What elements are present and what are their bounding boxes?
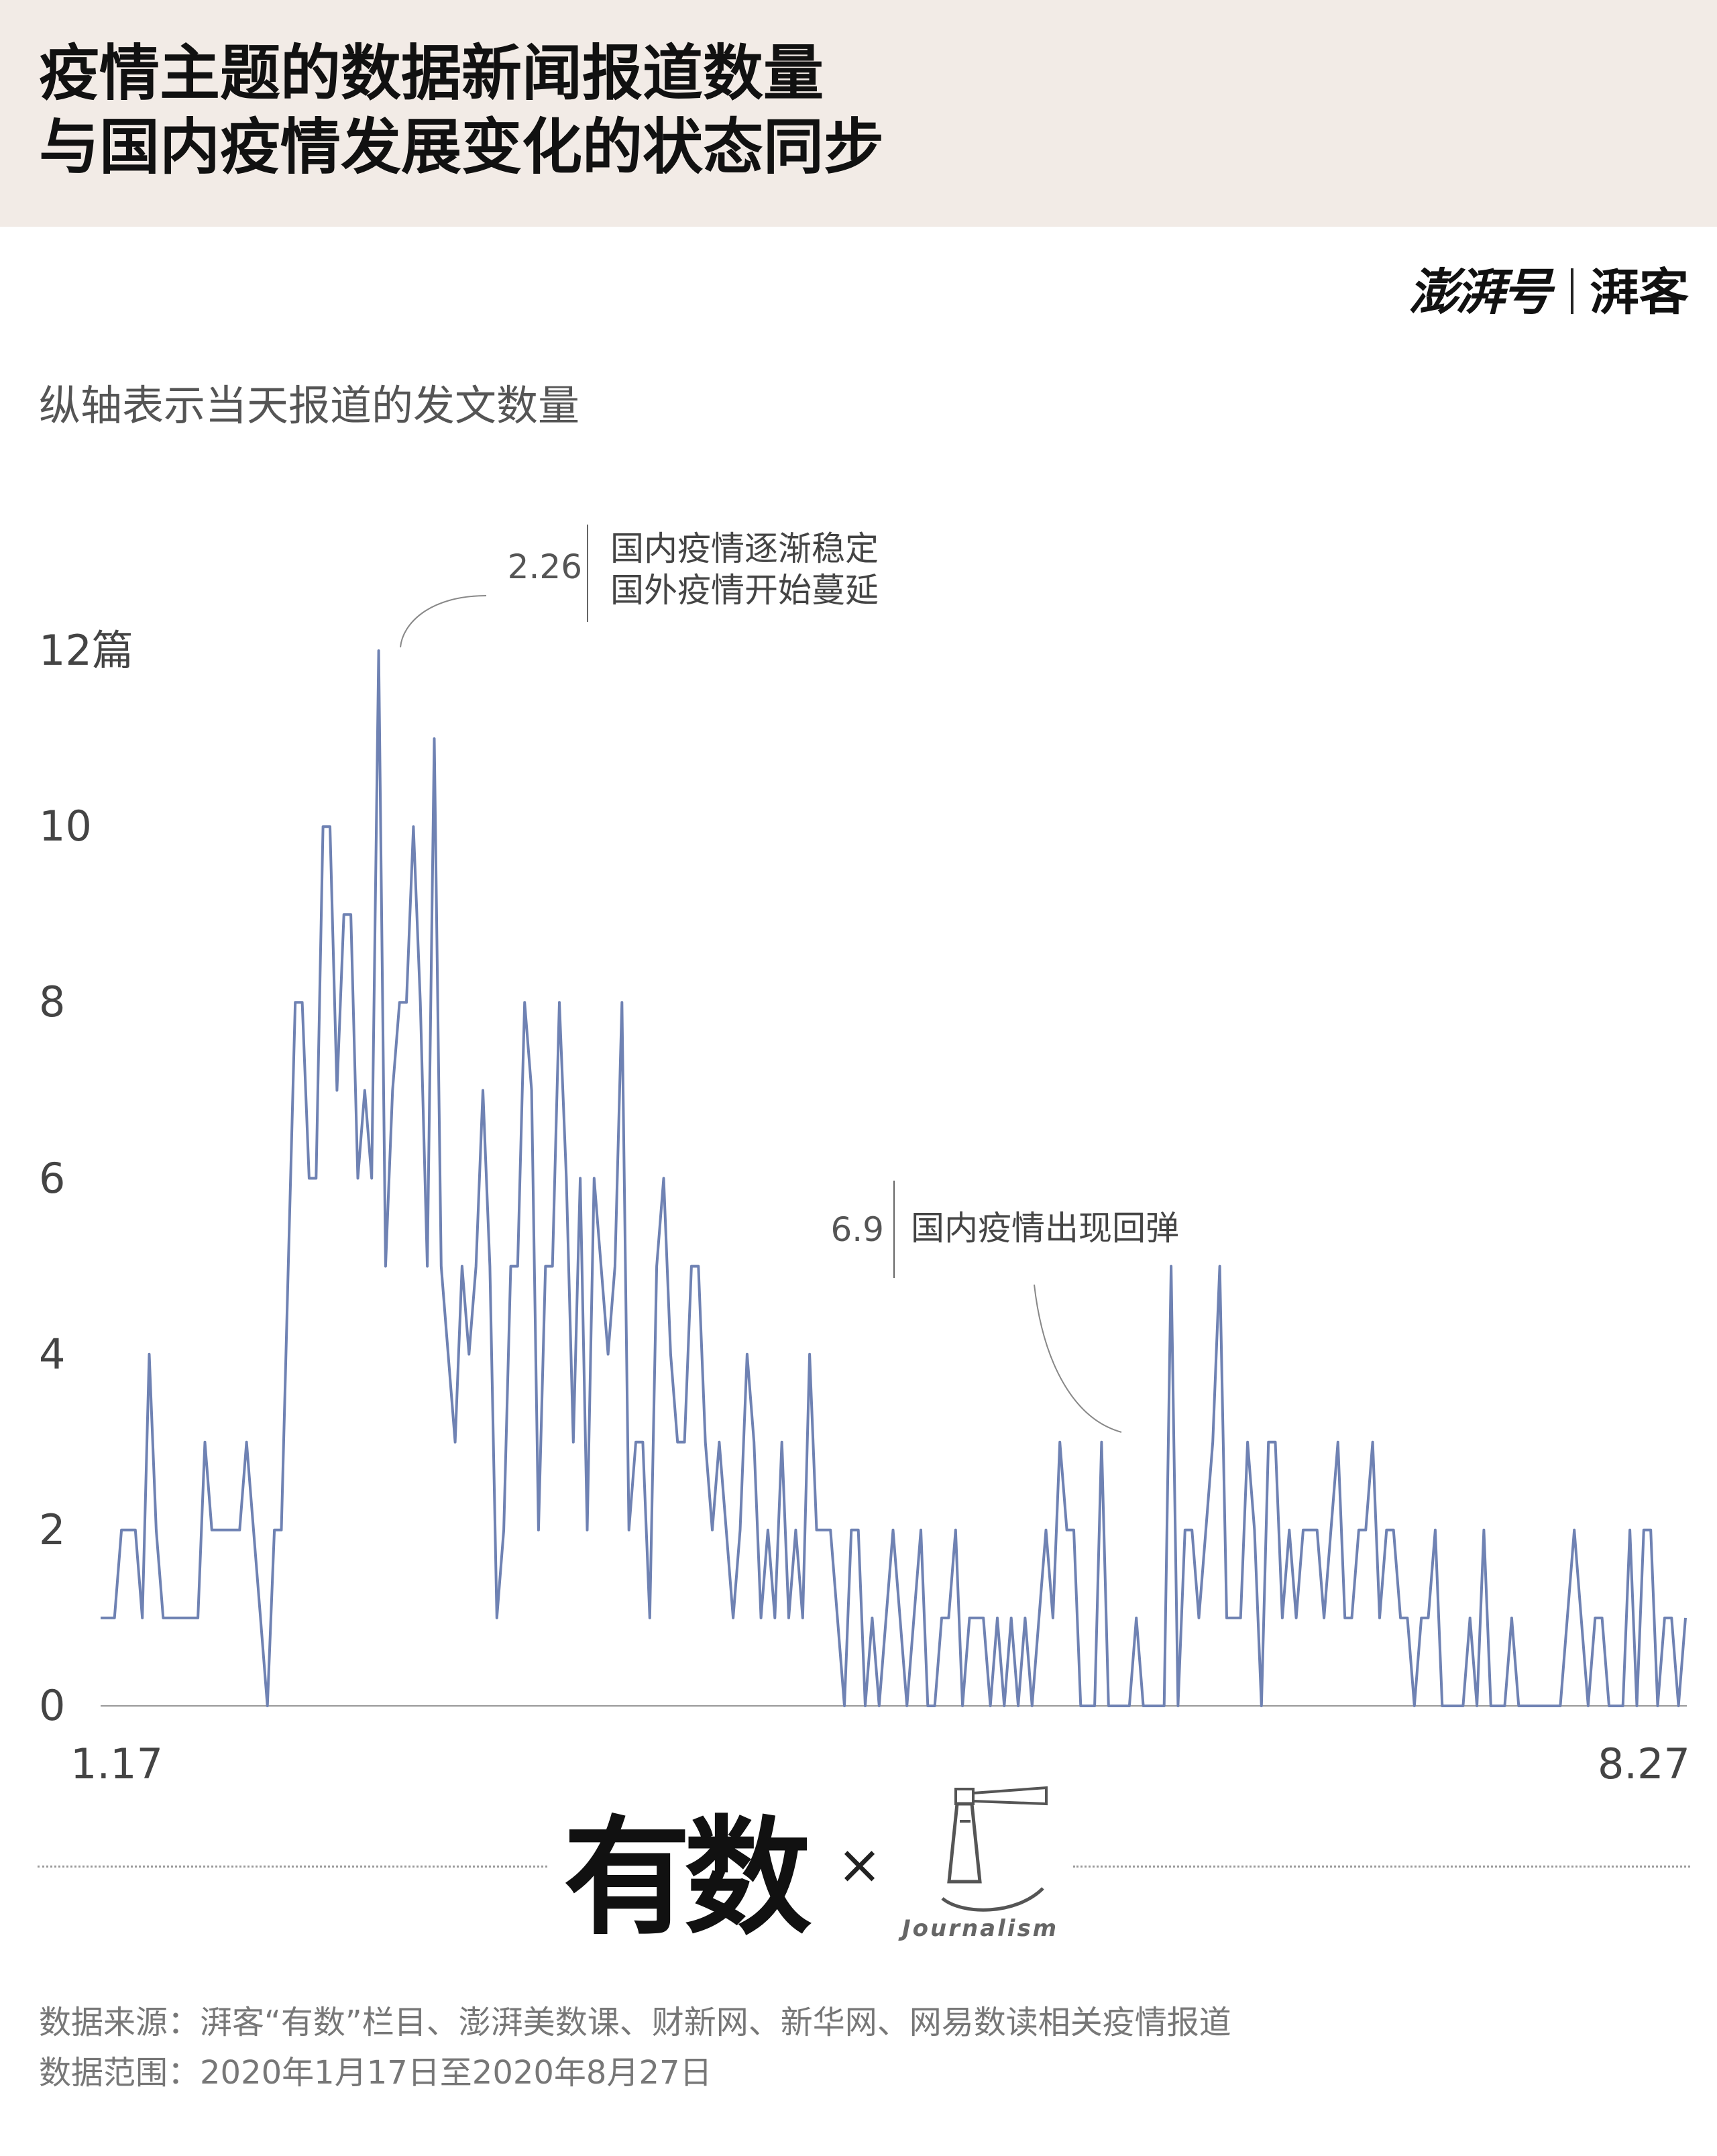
times-symbol: × [837, 1833, 883, 1896]
paike-logo: 湃客 [1590, 264, 1689, 321]
annotation-line: 国内疫情出现回弹 [911, 1209, 1179, 1248]
page-title-line1: 疫情主题的数据新闻报道数量 [39, 38, 824, 109]
annotation-line: 国外疫情开始蔓延 [610, 571, 879, 610]
divider-dotted [38, 1866, 547, 1868]
y-tick-label: 6 [39, 1153, 66, 1203]
annotation-leader-1 [400, 595, 487, 648]
series-line [101, 649, 1687, 1707]
annotation-leader-2 [1034, 1284, 1122, 1433]
journalism-logo: Journalism [902, 1915, 1059, 1942]
annotation-divider [587, 525, 588, 622]
annotation-line: 国内疫情逐渐稳定 [610, 529, 879, 568]
annotation-date: 6.9 [830, 1210, 884, 1249]
annotation-text: 国内疫情出现回弹 [911, 1207, 1179, 1249]
pengpai-logo: 澎湃号 [1408, 264, 1552, 321]
header-band: 疫情主题的数据新闻报道数量 与国内疫情发展变化的状态同步 [0, 0, 1717, 227]
y-tick-label: 8 [39, 977, 66, 1027]
youshu-logo: 有数 [563, 1804, 812, 1952]
x-start-label: 1.17 [70, 1739, 164, 1788]
x-end-label: 8.27 [1597, 1739, 1690, 1788]
brand-divider [1571, 268, 1573, 314]
chart-subtitle: 纵轴表示当天报道的发文数量 [39, 381, 580, 430]
annotation-text: 国内疫情逐渐稳定 国外疫情开始蔓延 [610, 528, 879, 611]
lighthouse-icon [941, 1786, 1048, 1912]
data-source: 数据来源：湃客“有数”栏目、澎湃美数课、财新网、新华网、网易数读相关疫情报道 [39, 2004, 1231, 2041]
y-tick-label: 2 [39, 1505, 66, 1554]
y-tick-label: 0 [39, 1681, 66, 1730]
page-title-line2: 与国内疫情发展变化的状态同步 [39, 112, 884, 182]
line-chart [101, 595, 1687, 1707]
data-range: 数据范围：2020年1月17日至2020年8月27日 [39, 2054, 712, 2092]
y-tick-label: 4 [39, 1329, 66, 1379]
annotation-divider [893, 1181, 895, 1278]
divider-dotted [1073, 1866, 1690, 1868]
y-tick-label: 10 [39, 802, 92, 851]
annotation-date: 2.26 [507, 547, 582, 586]
y-tick-label: 12篇 [39, 626, 133, 675]
